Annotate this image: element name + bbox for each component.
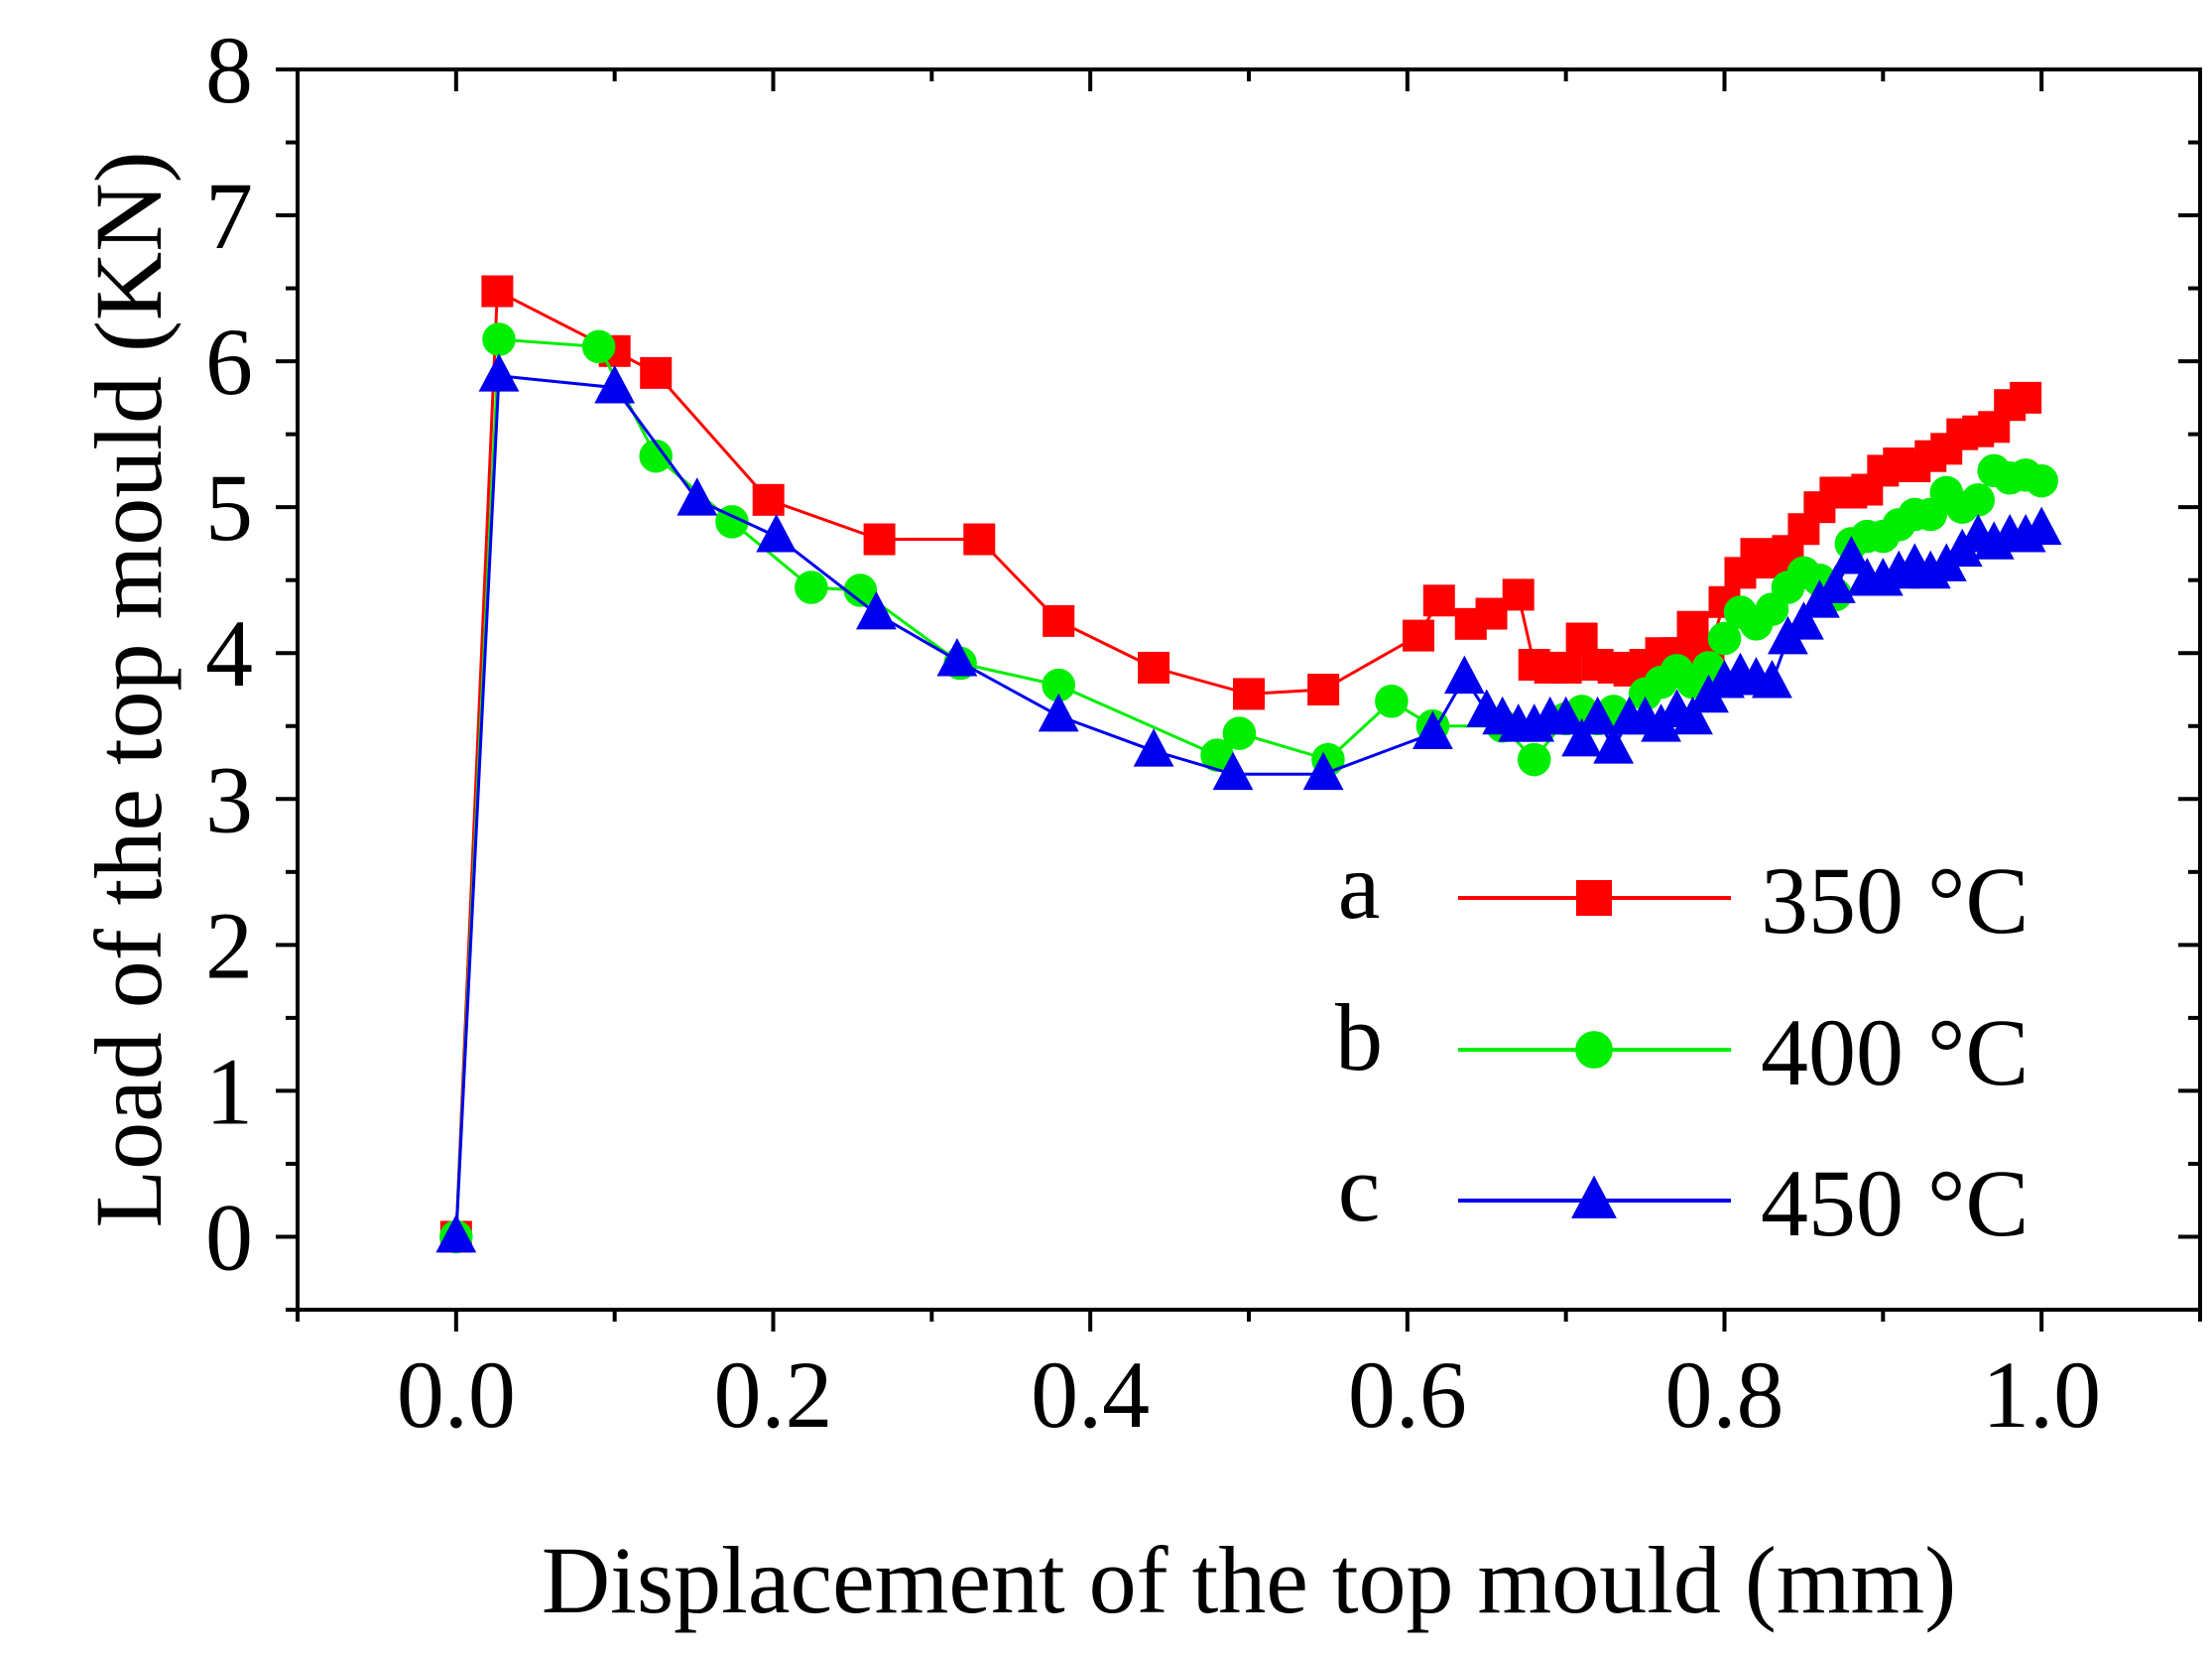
x-axis-title: Displacement of the top mould (mm) (542, 1527, 1956, 1633)
y-axis-title: Load of the top mould (KN) (75, 151, 182, 1227)
data-point-c (1814, 565, 1856, 603)
data-point-c (435, 1213, 477, 1253)
data-point-b (1375, 685, 1409, 718)
x-tick-label: 0.8 (1665, 1341, 1784, 1448)
legend-letter: a (1338, 832, 1381, 939)
data-point-a (2010, 381, 2042, 414)
series-c (435, 353, 2062, 1253)
x-tick-label: 0.2 (714, 1341, 833, 1448)
legend-label: 350 °C (1761, 847, 2028, 954)
y-tick-label: 7 (205, 163, 253, 269)
data-point-c (1443, 655, 1485, 695)
data-point-c (1561, 717, 1603, 757)
tick-labels-layer: 0.0 0.2 0.4 0.6 0.8 1.0 0 1 2 3 4 5 6 7 8 (205, 17, 2101, 1448)
data-point-c (1672, 696, 1713, 735)
legend-marker (1576, 880, 1612, 916)
data-point-c (1752, 660, 1792, 699)
data-point-b (1517, 742, 1551, 777)
y-tick-label: 8 (205, 17, 253, 123)
y-tick-label: 2 (205, 892, 253, 998)
data-point-c (756, 513, 798, 553)
data-point-c (855, 590, 897, 630)
data-point-c (936, 637, 978, 677)
data-point-a (863, 523, 896, 556)
series-a (439, 275, 2042, 1253)
data-point-c (1302, 751, 1344, 791)
data-point-a (1233, 678, 1265, 710)
x-tick-label: 0.6 (1348, 1341, 1467, 1448)
data-point-c (676, 477, 718, 516)
data-point-a (1502, 578, 1535, 611)
y-tick-label: 4 (205, 600, 253, 706)
data-point-a (1307, 674, 1340, 705)
data-point-a (481, 275, 514, 308)
data-point-a (1475, 597, 1508, 630)
data-point-c (1212, 751, 1254, 791)
data-point-a (1422, 584, 1455, 617)
data-point-a (1565, 622, 1598, 655)
y-tick-label: 5 (205, 454, 253, 561)
legend-letter: c (1338, 1135, 1381, 1241)
data-point-c (2021, 506, 2062, 546)
data-point-a (1676, 610, 1709, 643)
ticks-layer (276, 67, 2202, 1332)
data-point-c (594, 364, 636, 404)
data-point-a (1549, 651, 1582, 684)
data-point-c (1830, 536, 1872, 574)
data-point-c (1038, 693, 1079, 732)
y-tick-label: 1 (205, 1038, 253, 1144)
data-point-a (640, 356, 673, 389)
data-point-c (1593, 725, 1635, 764)
legend-label: 400 °C (1761, 999, 2028, 1105)
data-point-b (581, 329, 616, 364)
legend-item-c: c 450 °C (1338, 1135, 2029, 1256)
data-point-a (1138, 651, 1170, 684)
data-point-a (752, 483, 785, 516)
data-point-a (963, 523, 996, 556)
x-tick-label: 0.0 (397, 1341, 516, 1448)
legend-letter: b (1335, 984, 1383, 1090)
data-point-a (1403, 619, 1435, 652)
data-point-c (1412, 710, 1453, 749)
data-point-b (1961, 483, 1995, 517)
data-point-b (482, 322, 516, 356)
y-tick-label: 0 (205, 1184, 253, 1290)
data-point-b (1222, 716, 1257, 750)
x-tick-label: 1.0 (1982, 1341, 2101, 1448)
y-tick-label: 3 (205, 746, 253, 852)
y-tick-label: 6 (205, 309, 253, 415)
data-point-b (1707, 621, 1742, 656)
legend-item-b: b 400 °C (1335, 984, 2028, 1105)
legend: a 350 °C b 400 °C c 450 °C (1335, 832, 2028, 1256)
legend-item-a: a 350 °C (1338, 832, 2029, 954)
data-point-b (639, 439, 673, 473)
data-point-c (1783, 601, 1824, 640)
data-point-c (1577, 696, 1619, 735)
data-point-b (795, 571, 828, 604)
data-point-b (2025, 463, 2058, 498)
data-point-c (478, 353, 520, 392)
legend-marker (1571, 1175, 1617, 1218)
data-point-c (1545, 696, 1587, 735)
series-layer (435, 275, 2062, 1254)
legend-label: 450 °C (1761, 1150, 2028, 1256)
data-point-a (1043, 604, 1075, 637)
legend-marker (1575, 1031, 1613, 1069)
x-tick-label: 0.4 (1031, 1341, 1150, 1448)
data-point-c (1133, 728, 1174, 767)
